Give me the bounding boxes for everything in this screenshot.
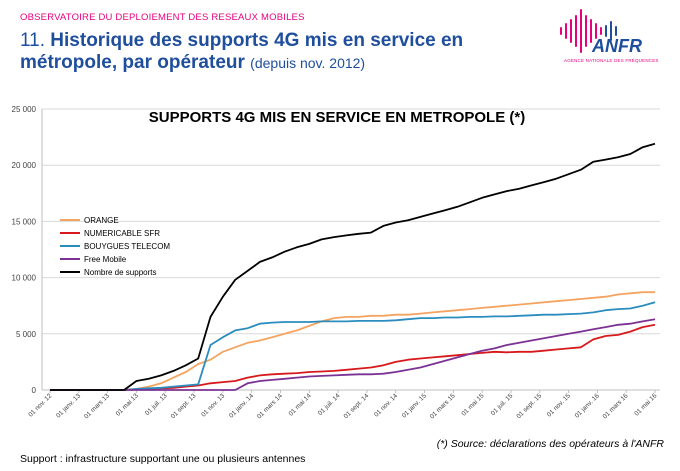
chart-legend: ORANGE NUMERICABLE SFR BOUYGUES TELECOM Fre… [60, 216, 170, 277]
title-subtitle: (depuis nov. 2012) [250, 55, 366, 71]
legend-label: Nombre de supports [84, 268, 156, 277]
legend-label: ORANGE [84, 216, 119, 225]
header-kicker: OBSERVATOIRE DU DEPLOIEMENT DES RESEAUX … [20, 12, 305, 23]
legend-label: BOUYGUES TELECOM [84, 242, 170, 251]
series-line [50, 291, 655, 391]
logo-tagline: AGENCE NATIONALE DES FRÉQUENCES [564, 58, 659, 63]
y-tick-label: 0 [32, 386, 37, 395]
y-tick-label: 25 000 [12, 105, 37, 114]
y-tick-label: 10 000 [12, 274, 37, 283]
source-note: (*) Source: déclarations des opérateurs … [436, 438, 664, 450]
page-title: 11. Historique des supports 4G mis en se… [20, 30, 520, 74]
logo-name: ANFR [592, 36, 642, 56]
y-tick-label: 20 000 [12, 161, 37, 170]
y-axis: 0 5 000 10 000 15 000 20 000 25 000 [12, 105, 43, 395]
series-line [50, 318, 656, 391]
series-line [50, 142, 656, 391]
footer-note: Support : infrastructure supportant une … [20, 453, 306, 465]
legend-label: Free Mobile [84, 255, 127, 264]
y-tick-label: 5 000 [16, 330, 37, 339]
chart-title: SUPPORTS 4G MIS EN SERVICE EN METROPOLE … [149, 109, 525, 126]
title-main: Historique des supports 4G mis en servic… [20, 30, 464, 73]
anfr-wave-logo-icon [560, 9, 617, 53]
legend-label: NUMERICABLE SFR [84, 229, 160, 238]
title-number: 11. [20, 30, 46, 51]
series-line [50, 301, 656, 391]
chart-series [50, 142, 656, 391]
y-tick-label: 15 000 [12, 217, 37, 226]
